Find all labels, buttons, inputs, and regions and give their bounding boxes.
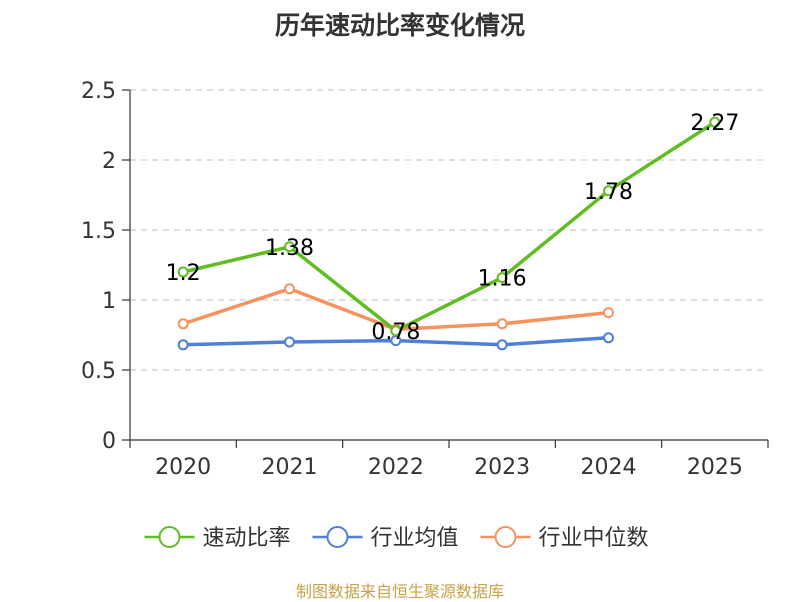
series-line (181, 120, 717, 333)
legend-swatch-marker (158, 526, 181, 548)
data-label: 2.27 (690, 111, 739, 136)
chart-title: 历年速动比率变化情况 (274, 11, 525, 40)
data-label: 1.16 (478, 267, 527, 292)
data-point (496, 339, 508, 351)
data-labels: 1.2 1.38 0.78 1.16 1.78 2.27 (166, 111, 740, 345)
data-point (496, 272, 508, 284)
legend-item[interactable]: 速动比率 (144, 526, 291, 551)
legend-item[interactable]: 行业均值 (312, 526, 459, 551)
data-label: 0.78 (371, 320, 420, 345)
y-tick-label: 1 (102, 289, 116, 314)
y-tick-label: 0 (102, 429, 116, 454)
data-source-note: 制图数据来自恒生聚源数据库 (295, 582, 504, 601)
legend-swatch-marker (326, 526, 349, 548)
legend-item[interactable]: 行业中位数 (480, 526, 649, 551)
data-point (177, 266, 189, 278)
y-tick-label: 2.5 (81, 79, 116, 104)
legend-label: 行业均值 (371, 526, 459, 551)
data-label: 1.78 (584, 180, 633, 205)
gridlines (130, 89, 768, 371)
x-tick-label: 2023 (474, 455, 530, 480)
data-point (390, 325, 402, 337)
y-tick-label: 0.5 (81, 359, 116, 384)
x-tick-label: 2025 (687, 455, 743, 480)
legend-label: 速动比率 (203, 526, 291, 551)
data-point (603, 185, 614, 197)
series-lines (177, 116, 721, 351)
x-tick-label: 2020 (155, 455, 211, 480)
legend: 速动比率 行业均值 行业中位数 (144, 526, 649, 551)
data-point (496, 318, 508, 330)
data-label: 1.38 (265, 236, 314, 261)
data-point (177, 318, 189, 330)
y-tick-label: 1.5 (81, 219, 116, 244)
data-point (177, 339, 189, 351)
legend-swatch-marker (494, 526, 517, 548)
data-point (709, 116, 721, 128)
data-point (284, 336, 295, 348)
data-point (284, 241, 295, 253)
data-point (603, 332, 614, 344)
x-tick-label: 2021 (262, 455, 318, 480)
legend-label: 行业中位数 (539, 526, 649, 551)
x-tick-label: 2024 (581, 455, 637, 480)
data-label: 1.2 (166, 261, 201, 286)
data-point (284, 283, 295, 295)
y-tick-label: 2 (102, 149, 116, 174)
data-point (603, 307, 614, 319)
axes: 0 0.5 1 1.5 2 2.5 2020 2021 2022 2023 2024 2025 (81, 79, 769, 480)
x-tick-label: 2022 (368, 455, 424, 480)
